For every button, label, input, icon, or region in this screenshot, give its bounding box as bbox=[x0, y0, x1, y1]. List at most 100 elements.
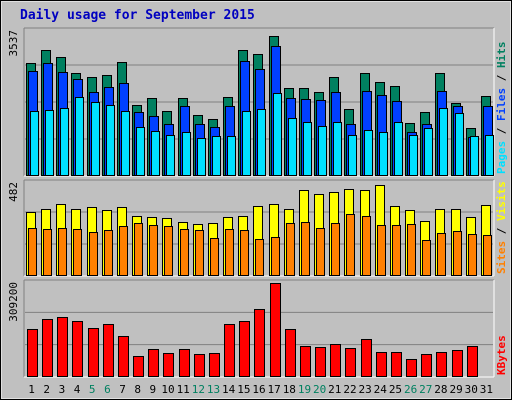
bar-sites-day-3 bbox=[58, 228, 67, 276]
bar-pages-day-8 bbox=[136, 127, 145, 176]
panel-legend: Pages / Files / Hits bbox=[495, 42, 508, 175]
bar-pages-day-10 bbox=[166, 135, 175, 176]
day-label: 15 bbox=[237, 383, 250, 396]
legend-text: Sites / Visits bbox=[495, 181, 508, 274]
panel-hits-files-pages: 3537 Pages / Files / Hits bbox=[7, 27, 508, 177]
day-label: 21 bbox=[328, 383, 341, 396]
bar-kbytes-day-7 bbox=[118, 336, 129, 377]
day-label: 13 bbox=[207, 383, 220, 396]
day-label: 25 bbox=[389, 383, 402, 396]
bar-sites-day-30 bbox=[468, 234, 477, 276]
bar-kbytes-day-2 bbox=[42, 319, 53, 377]
bar-pages-day-15 bbox=[242, 111, 251, 176]
bar-pages-day-26 bbox=[409, 135, 418, 176]
bar-pages-day-18 bbox=[288, 118, 297, 176]
day-label: 16 bbox=[252, 383, 265, 396]
bar-pages-day-21 bbox=[333, 122, 342, 176]
panel-kbytes: 309200 KBytes bbox=[7, 279, 508, 378]
bar-pages-day-3 bbox=[60, 108, 69, 176]
legend-separator: / bbox=[495, 121, 508, 141]
bar-sites-day-1 bbox=[28, 228, 37, 276]
day-label: 18 bbox=[283, 383, 296, 396]
bar-kbytes-day-16 bbox=[254, 309, 265, 377]
bar-sites-day-9 bbox=[149, 225, 158, 276]
day-label: 9 bbox=[150, 383, 157, 396]
bar-pages-day-4 bbox=[75, 97, 84, 176]
bar-kbytes-day-19 bbox=[300, 346, 311, 377]
y-max-label: 3537 bbox=[7, 30, 20, 57]
day-label: 8 bbox=[134, 383, 141, 396]
bar-kbytes-day-24 bbox=[376, 352, 387, 377]
day-label: 5 bbox=[89, 383, 96, 396]
bar-sites-day-7 bbox=[119, 226, 128, 276]
bar-sites-day-10 bbox=[164, 226, 173, 276]
bar-sites-day-25 bbox=[392, 225, 401, 276]
bar-sites-day-8 bbox=[134, 223, 143, 276]
bar-kbytes-day-27 bbox=[421, 354, 432, 377]
bar-pages-day-30 bbox=[470, 136, 479, 176]
bar-sites-day-15 bbox=[240, 230, 249, 276]
bar-pages-day-31 bbox=[485, 135, 494, 176]
bar-kbytes-day-3 bbox=[57, 317, 68, 377]
bar-sites-day-14 bbox=[225, 229, 234, 276]
y-max-label: 309200 bbox=[7, 282, 20, 322]
chart-title: Daily usage for September 2015 bbox=[20, 8, 255, 23]
bar-sites-day-24 bbox=[377, 225, 386, 276]
day-label: 7 bbox=[119, 383, 126, 396]
legend-label-visits: Visits bbox=[495, 181, 508, 221]
bar-sites-day-23 bbox=[362, 216, 371, 276]
legend-text: Pages / Files / Hits bbox=[495, 42, 508, 175]
bar-pages-day-20 bbox=[318, 126, 327, 176]
bar-pages-day-9 bbox=[151, 131, 160, 176]
bar-sites-day-12 bbox=[195, 230, 204, 276]
bar-sites-day-19 bbox=[301, 222, 310, 276]
bar-kbytes-day-12 bbox=[194, 354, 205, 377]
bar-sites-day-6 bbox=[104, 230, 113, 276]
bar-pages-day-5 bbox=[91, 102, 100, 176]
panel-legend: KBytes bbox=[495, 335, 508, 375]
chart-panels: 3537 Pages / Files / Hits 482 Sites / Visit… bbox=[7, 27, 508, 378]
bar-pages-day-24 bbox=[379, 132, 388, 176]
legend-label-files: Files bbox=[495, 88, 508, 121]
bar-pages-day-22 bbox=[348, 135, 357, 176]
day-label: 23 bbox=[359, 383, 372, 396]
day-label: 3 bbox=[59, 383, 66, 396]
bar-sites-day-11 bbox=[180, 229, 189, 276]
panel-legend: Sites / Visits bbox=[495, 181, 508, 274]
y-max-label: 482 bbox=[7, 182, 20, 202]
day-label: 11 bbox=[177, 383, 190, 396]
day-label: 24 bbox=[374, 383, 388, 396]
bar-kbytes-day-13 bbox=[209, 353, 220, 377]
bar-sites-day-27 bbox=[422, 240, 431, 276]
day-label: 27 bbox=[419, 383, 432, 396]
day-label: 6 bbox=[104, 383, 111, 396]
bar-pages-day-13 bbox=[212, 136, 221, 176]
bar-sites-day-17 bbox=[271, 237, 280, 276]
panel-visits-sites: 482 Sites / Visits bbox=[7, 179, 508, 277]
bar-pages-day-12 bbox=[197, 138, 206, 176]
bar-kbytes-day-8 bbox=[133, 356, 144, 377]
legend-separator: / bbox=[495, 68, 508, 88]
bar-pages-day-23 bbox=[364, 130, 373, 176]
bar-kbytes-day-29 bbox=[452, 350, 463, 377]
bar-sites-day-29 bbox=[453, 231, 462, 276]
bar-pages-day-14 bbox=[227, 136, 236, 176]
bar-kbytes-day-17 bbox=[270, 283, 281, 377]
bar-sites-day-26 bbox=[407, 224, 416, 276]
day-label: 17 bbox=[268, 383, 281, 396]
bar-kbytes-day-23 bbox=[361, 339, 372, 377]
x-axis-day-labels: 1 2 3 4 5 6 7 8 9 10 11 12 13 14 15 16 17 18 19 20 21 22 23 24 2… bbox=[28, 383, 493, 396]
day-label: 30 bbox=[465, 383, 478, 396]
bar-kbytes-day-22 bbox=[345, 348, 356, 377]
bar-pages-day-2 bbox=[45, 110, 54, 176]
bar-sites-day-18 bbox=[286, 223, 295, 276]
bar-kbytes-day-15 bbox=[239, 321, 250, 377]
bar-kbytes-day-10 bbox=[163, 353, 174, 377]
bar-sites-day-2 bbox=[43, 229, 52, 276]
bar-kbytes-day-1 bbox=[27, 329, 38, 377]
bar-kbytes-day-14 bbox=[224, 324, 235, 377]
day-label: 26 bbox=[404, 383, 417, 396]
bar-kbytes-day-20 bbox=[315, 347, 326, 377]
